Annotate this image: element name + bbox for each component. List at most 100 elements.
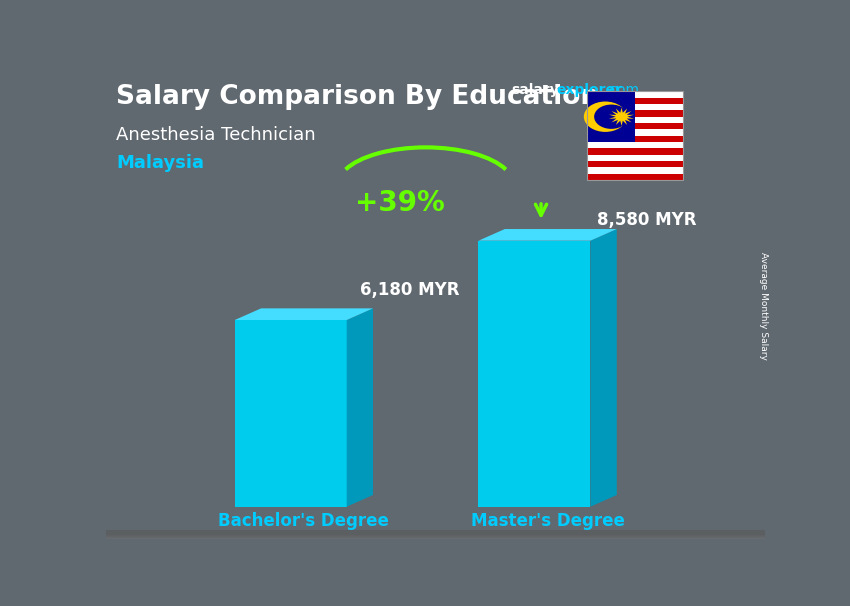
Polygon shape [106, 532, 765, 536]
Text: Bachelor's Degree: Bachelor's Degree [218, 512, 389, 530]
Text: +39%: +39% [354, 189, 445, 218]
Polygon shape [106, 533, 765, 538]
Polygon shape [106, 533, 765, 538]
Text: Anesthesia Technician: Anesthesia Technician [116, 127, 315, 144]
Polygon shape [106, 534, 765, 539]
Polygon shape [106, 533, 765, 538]
Polygon shape [106, 530, 765, 534]
Polygon shape [106, 531, 765, 536]
Polygon shape [106, 534, 765, 539]
Polygon shape [106, 531, 765, 535]
Polygon shape [106, 534, 765, 539]
Polygon shape [106, 531, 765, 536]
Polygon shape [106, 533, 765, 538]
Polygon shape [106, 534, 765, 538]
Polygon shape [106, 532, 765, 536]
Polygon shape [106, 534, 765, 539]
Polygon shape [106, 534, 765, 539]
Polygon shape [106, 534, 765, 539]
Polygon shape [106, 533, 765, 538]
Polygon shape [235, 308, 373, 320]
Polygon shape [106, 534, 765, 539]
Polygon shape [106, 531, 765, 535]
Polygon shape [609, 108, 634, 126]
Polygon shape [106, 533, 765, 537]
Text: salary: salary [512, 83, 559, 97]
Polygon shape [587, 104, 683, 110]
Polygon shape [106, 533, 765, 538]
Polygon shape [106, 532, 765, 536]
Polygon shape [587, 129, 683, 136]
Polygon shape [106, 533, 765, 538]
Text: Average Monthly Salary: Average Monthly Salary [759, 252, 768, 360]
Polygon shape [106, 534, 765, 539]
Polygon shape [106, 534, 765, 539]
Text: .com: .com [605, 83, 639, 97]
Polygon shape [106, 533, 765, 538]
Polygon shape [106, 532, 765, 536]
Polygon shape [106, 533, 765, 538]
Polygon shape [106, 531, 765, 536]
Polygon shape [587, 155, 683, 161]
Polygon shape [106, 530, 765, 535]
Polygon shape [106, 533, 765, 537]
Polygon shape [106, 534, 765, 538]
Polygon shape [106, 531, 765, 536]
Polygon shape [106, 533, 765, 538]
Polygon shape [106, 531, 765, 536]
Polygon shape [106, 530, 765, 535]
Polygon shape [106, 530, 765, 535]
Polygon shape [347, 308, 373, 507]
Polygon shape [106, 530, 765, 535]
Polygon shape [106, 531, 765, 536]
Polygon shape [106, 532, 765, 537]
Polygon shape [106, 531, 765, 535]
Polygon shape [587, 161, 683, 167]
Polygon shape [106, 534, 765, 539]
Polygon shape [106, 534, 765, 539]
Polygon shape [106, 532, 765, 537]
Polygon shape [106, 533, 765, 538]
Polygon shape [106, 531, 765, 536]
Polygon shape [587, 142, 683, 148]
Polygon shape [106, 534, 765, 539]
Polygon shape [479, 241, 591, 507]
Polygon shape [106, 532, 765, 537]
Polygon shape [106, 532, 765, 537]
Polygon shape [106, 534, 765, 538]
Polygon shape [106, 532, 765, 537]
Polygon shape [106, 531, 765, 536]
Polygon shape [106, 531, 765, 536]
Polygon shape [106, 534, 765, 539]
Polygon shape [106, 531, 765, 536]
Polygon shape [591, 229, 617, 507]
Polygon shape [106, 534, 765, 539]
Polygon shape [587, 148, 683, 155]
Circle shape [584, 102, 626, 132]
Polygon shape [106, 533, 765, 537]
Polygon shape [106, 533, 765, 538]
Polygon shape [587, 123, 683, 129]
Text: 8,580 MYR: 8,580 MYR [597, 211, 696, 229]
Text: Malaysia: Malaysia [116, 155, 204, 172]
Polygon shape [106, 530, 765, 535]
Text: explorer: explorer [556, 83, 622, 97]
Text: Master's Degree: Master's Degree [471, 512, 625, 530]
Polygon shape [106, 534, 765, 539]
Polygon shape [106, 533, 765, 538]
Polygon shape [106, 531, 765, 535]
Polygon shape [106, 534, 765, 539]
Polygon shape [106, 534, 765, 539]
Polygon shape [106, 533, 765, 538]
Polygon shape [587, 174, 683, 180]
Polygon shape [106, 534, 765, 538]
Polygon shape [106, 531, 765, 536]
Polygon shape [106, 531, 765, 536]
Polygon shape [587, 110, 683, 117]
Polygon shape [106, 533, 765, 538]
Polygon shape [106, 534, 765, 539]
Polygon shape [106, 533, 765, 538]
Polygon shape [106, 533, 765, 538]
Polygon shape [106, 530, 765, 535]
Polygon shape [106, 531, 765, 536]
